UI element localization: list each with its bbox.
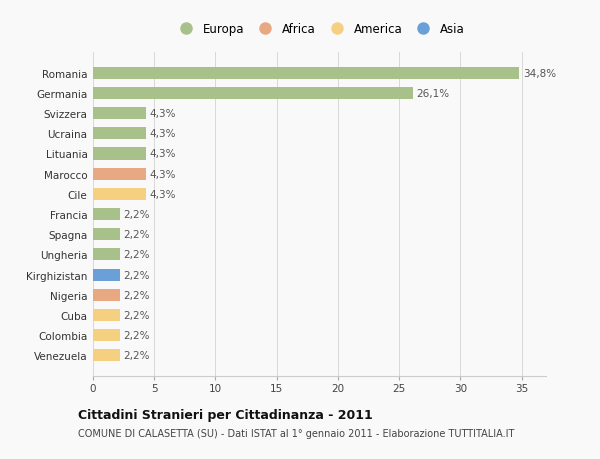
Bar [93,148,146,160]
Text: 2,2%: 2,2% [124,290,150,300]
Text: 2,2%: 2,2% [124,210,150,219]
Text: 2,2%: 2,2% [124,351,150,361]
Text: COMUNE DI CALASETTA (SU) - Dati ISTAT al 1° gennaio 2011 - Elaborazione TUTTITAL: COMUNE DI CALASETTA (SU) - Dati ISTAT al… [78,428,514,438]
Bar [93,229,120,241]
Bar [93,330,120,341]
Text: 4,3%: 4,3% [149,169,176,179]
Bar [93,108,146,120]
Bar [93,350,120,362]
Bar [93,249,120,261]
Text: 2,2%: 2,2% [124,310,150,320]
Text: 4,3%: 4,3% [149,149,176,159]
Bar [93,67,519,79]
Text: 4,3%: 4,3% [149,190,176,199]
Bar [93,168,146,180]
Bar [93,128,146,140]
Text: 2,2%: 2,2% [124,250,150,260]
Bar [93,88,413,100]
Bar [93,309,120,321]
Bar [93,269,120,281]
Text: Cittadini Stranieri per Cittadinanza - 2011: Cittadini Stranieri per Cittadinanza - 2… [78,408,373,421]
Text: 26,1%: 26,1% [416,89,449,99]
Text: 34,8%: 34,8% [523,68,556,78]
Bar [93,188,146,201]
Text: 2,2%: 2,2% [124,230,150,240]
Text: 2,2%: 2,2% [124,330,150,341]
Legend: Europa, Africa, America, Asia: Europa, Africa, America, Asia [174,23,465,36]
Text: 4,3%: 4,3% [149,109,176,119]
Bar [93,289,120,301]
Text: 4,3%: 4,3% [149,129,176,139]
Text: 2,2%: 2,2% [124,270,150,280]
Bar [93,208,120,221]
